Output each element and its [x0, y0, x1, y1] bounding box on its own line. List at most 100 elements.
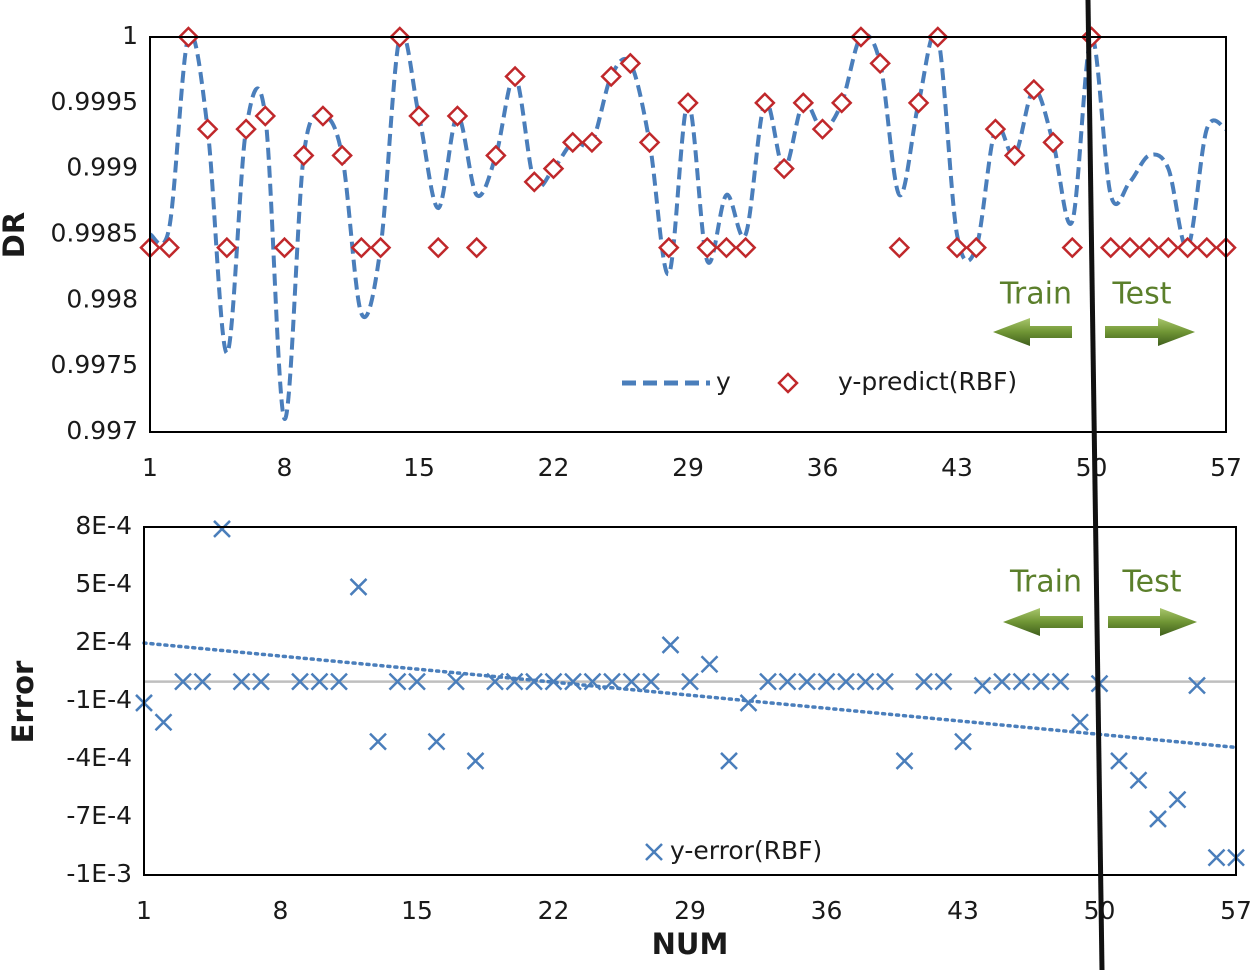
x-marker — [622, 672, 641, 691]
x-tick-label: 1 — [142, 453, 158, 482]
diamond-marker — [273, 236, 296, 259]
plot-frame — [143, 526, 1237, 876]
x-tick-label: 36 — [807, 453, 839, 482]
diamond-marker — [1042, 131, 1064, 154]
x-tick-label: 36 — [811, 896, 843, 925]
diamond-marker — [542, 157, 565, 180]
arrow-right — [1105, 318, 1195, 346]
annotation: Test — [1111, 277, 1171, 312]
x-marker — [408, 672, 426, 691]
x-marker — [661, 636, 680, 654]
diamond-marker — [235, 118, 257, 140]
x-marker — [369, 732, 387, 751]
diamond-marker — [216, 236, 238, 259]
x-marker — [1071, 713, 1089, 732]
x-marker — [1207, 848, 1226, 867]
series-line — [148, 30, 1227, 421]
x-marker — [252, 672, 270, 691]
diamond-marker — [1119, 236, 1141, 259]
legend-label: y-predict(RBF) — [838, 367, 1017, 396]
y-tick-label: 0.998 — [66, 284, 138, 313]
diamond-marker — [869, 52, 891, 75]
x-marker — [1168, 790, 1187, 809]
x-marker — [739, 694, 758, 712]
x-marker — [193, 672, 212, 691]
x-marker — [993, 672, 1011, 691]
y-tick-label: -1E-3 — [66, 859, 132, 888]
x-marker — [915, 672, 933, 691]
diamond-marker — [1196, 236, 1218, 259]
diamond-marker — [600, 65, 622, 88]
arrow-left — [993, 318, 1072, 346]
x-tick-label: 57 — [1220, 896, 1250, 925]
x-marker — [759, 672, 777, 691]
diamond-marker — [465, 236, 488, 259]
legend-label: y-error(RBF) — [670, 836, 822, 865]
diamond-marker — [427, 236, 449, 259]
y-tick-label: 0.9975 — [51, 350, 138, 379]
x-marker — [154, 713, 173, 732]
x-marker — [349, 578, 368, 596]
diamond-marker — [1157, 236, 1180, 259]
x-marker — [798, 672, 816, 691]
arrow-right — [1108, 608, 1197, 636]
x-marker — [388, 672, 407, 691]
y-tick-label: 1 — [122, 21, 138, 50]
x-tick-label: 43 — [941, 453, 973, 482]
diamond-marker — [734, 236, 757, 259]
y-tick-label: 8E-4 — [75, 511, 132, 540]
x-marker — [681, 672, 699, 691]
y-tick-label: -1E-4 — [66, 685, 132, 714]
x-marker — [856, 672, 875, 691]
diamond-marker — [965, 236, 987, 259]
y-tick-label: 0.9995 — [51, 87, 138, 116]
y-tick-label: 5E-4 — [75, 569, 132, 598]
x-marker — [1149, 810, 1167, 828]
plots: 0.997 0.9975 0.998 0.9985 0.999 0.9995 1 1 8 15 22… — [51, 21, 1250, 925]
y-tick-label: 2E-4 — [75, 627, 132, 656]
x-tick-label: 1 — [136, 896, 152, 925]
x-tick-label: 43 — [947, 896, 979, 925]
x-marker — [486, 672, 504, 691]
y-tick-label: 0.997 — [66, 416, 138, 445]
x-tick-label: 29 — [672, 453, 704, 482]
diamond-marker — [254, 105, 277, 127]
x-marker — [1110, 752, 1128, 770]
x-marker — [330, 672, 348, 691]
x-tick-label: 29 — [674, 896, 706, 925]
arrow-left — [1003, 608, 1083, 636]
x-marker — [544, 672, 563, 691]
x-marker — [213, 520, 231, 538]
diamond-marker — [485, 144, 507, 167]
y-tick-label: -7E-4 — [66, 801, 132, 830]
x-marker — [174, 672, 192, 691]
x-marker — [1032, 672, 1050, 691]
diamond-marker — [1176, 236, 1199, 259]
x-marker — [232, 672, 251, 691]
legend-swatch — [645, 843, 663, 861]
diamond-marker — [1061, 236, 1084, 259]
diamond-marker — [1023, 78, 1045, 101]
plot-frame — [149, 36, 1227, 433]
x-marker — [895, 752, 914, 770]
diamond-marker — [830, 92, 853, 114]
diamond-marker — [331, 144, 353, 167]
x-marker — [447, 672, 465, 691]
diamond-marker — [504, 65, 526, 88]
diamond-marker — [754, 92, 776, 114]
x-marker — [934, 672, 953, 691]
diamond-marker — [907, 92, 930, 114]
y-axis-title: Error — [6, 660, 40, 743]
x-tick-label: 15 — [401, 896, 433, 925]
diamond-marker — [984, 118, 1007, 140]
diamond-marker — [561, 131, 584, 154]
x-tick-label: 15 — [403, 453, 435, 482]
x-tick-label: 50 — [1076, 453, 1108, 482]
x-marker — [466, 752, 485, 770]
diamond-marker — [408, 105, 430, 127]
x-tick-label: 22 — [538, 896, 570, 925]
diamond-marker — [350, 236, 373, 259]
y-tick-label: 0.9985 — [51, 219, 138, 248]
x-marker — [1051, 672, 1070, 691]
diamond-marker — [158, 236, 180, 259]
